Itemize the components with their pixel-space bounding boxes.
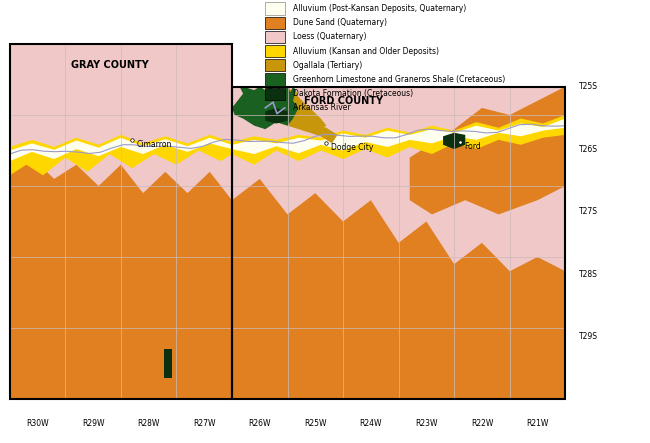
- Text: Ford: Ford: [464, 142, 481, 151]
- Bar: [265, 88, 285, 100]
- Polygon shape: [265, 108, 287, 124]
- Polygon shape: [387, 371, 443, 399]
- Text: R21W: R21W: [526, 420, 549, 428]
- Text: R29W: R29W: [82, 420, 104, 428]
- Polygon shape: [410, 86, 566, 214]
- Text: Alluvium (Post-Kansan Deposits, Quaternary): Alluvium (Post-Kansan Deposits, Quaterna…: [293, 4, 466, 13]
- Text: R22W: R22W: [471, 420, 493, 428]
- Text: GRAY COUNTY: GRAY COUNTY: [71, 60, 149, 70]
- Polygon shape: [276, 112, 337, 144]
- Text: T28S: T28S: [579, 269, 598, 279]
- Text: Loess (Quaternary): Loess (Quaternary): [293, 32, 367, 41]
- Text: T25S: T25S: [579, 82, 598, 91]
- Polygon shape: [443, 133, 465, 149]
- Text: R24W: R24W: [359, 420, 382, 428]
- Bar: [265, 45, 285, 57]
- Text: R26W: R26W: [248, 420, 271, 428]
- Polygon shape: [10, 115, 566, 175]
- Bar: [265, 31, 285, 43]
- Polygon shape: [279, 86, 326, 131]
- Polygon shape: [10, 158, 566, 399]
- Text: Dakota Formation (Cretaceous): Dakota Formation (Cretaceous): [293, 89, 413, 98]
- Text: T27S: T27S: [579, 207, 598, 216]
- Text: Greenhorn Limestone and Graneros Shale (Cretaceous): Greenhorn Limestone and Graneros Shale (…: [293, 75, 505, 84]
- Polygon shape: [164, 350, 172, 378]
- Text: R25W: R25W: [304, 420, 326, 428]
- Text: R28W: R28W: [137, 420, 160, 428]
- Bar: [265, 74, 285, 85]
- Text: Ogallala (Tertiary): Ogallala (Tertiary): [293, 61, 362, 70]
- Text: R23W: R23W: [415, 420, 437, 428]
- Text: T29S: T29S: [579, 332, 598, 341]
- Polygon shape: [254, 271, 304, 399]
- Text: Arkansas River: Arkansas River: [293, 103, 351, 113]
- Text: R27W: R27W: [193, 420, 215, 428]
- Text: Cimarron: Cimarron: [136, 140, 172, 149]
- Text: T26S: T26S: [579, 144, 598, 154]
- Text: Alluvium (Kansan and Older Deposits): Alluvium (Kansan and Older Deposits): [293, 47, 439, 55]
- Polygon shape: [10, 119, 566, 161]
- Bar: [265, 3, 285, 15]
- Polygon shape: [232, 86, 298, 129]
- Text: R30W: R30W: [26, 420, 49, 428]
- Bar: [265, 17, 285, 29]
- Bar: [265, 59, 285, 71]
- Text: Dodge City: Dodge City: [331, 144, 373, 152]
- Text: Dune Sand (Quaternary): Dune Sand (Quaternary): [293, 18, 387, 27]
- Text: FORD COUNTY: FORD COUNTY: [304, 96, 383, 106]
- Polygon shape: [10, 44, 566, 399]
